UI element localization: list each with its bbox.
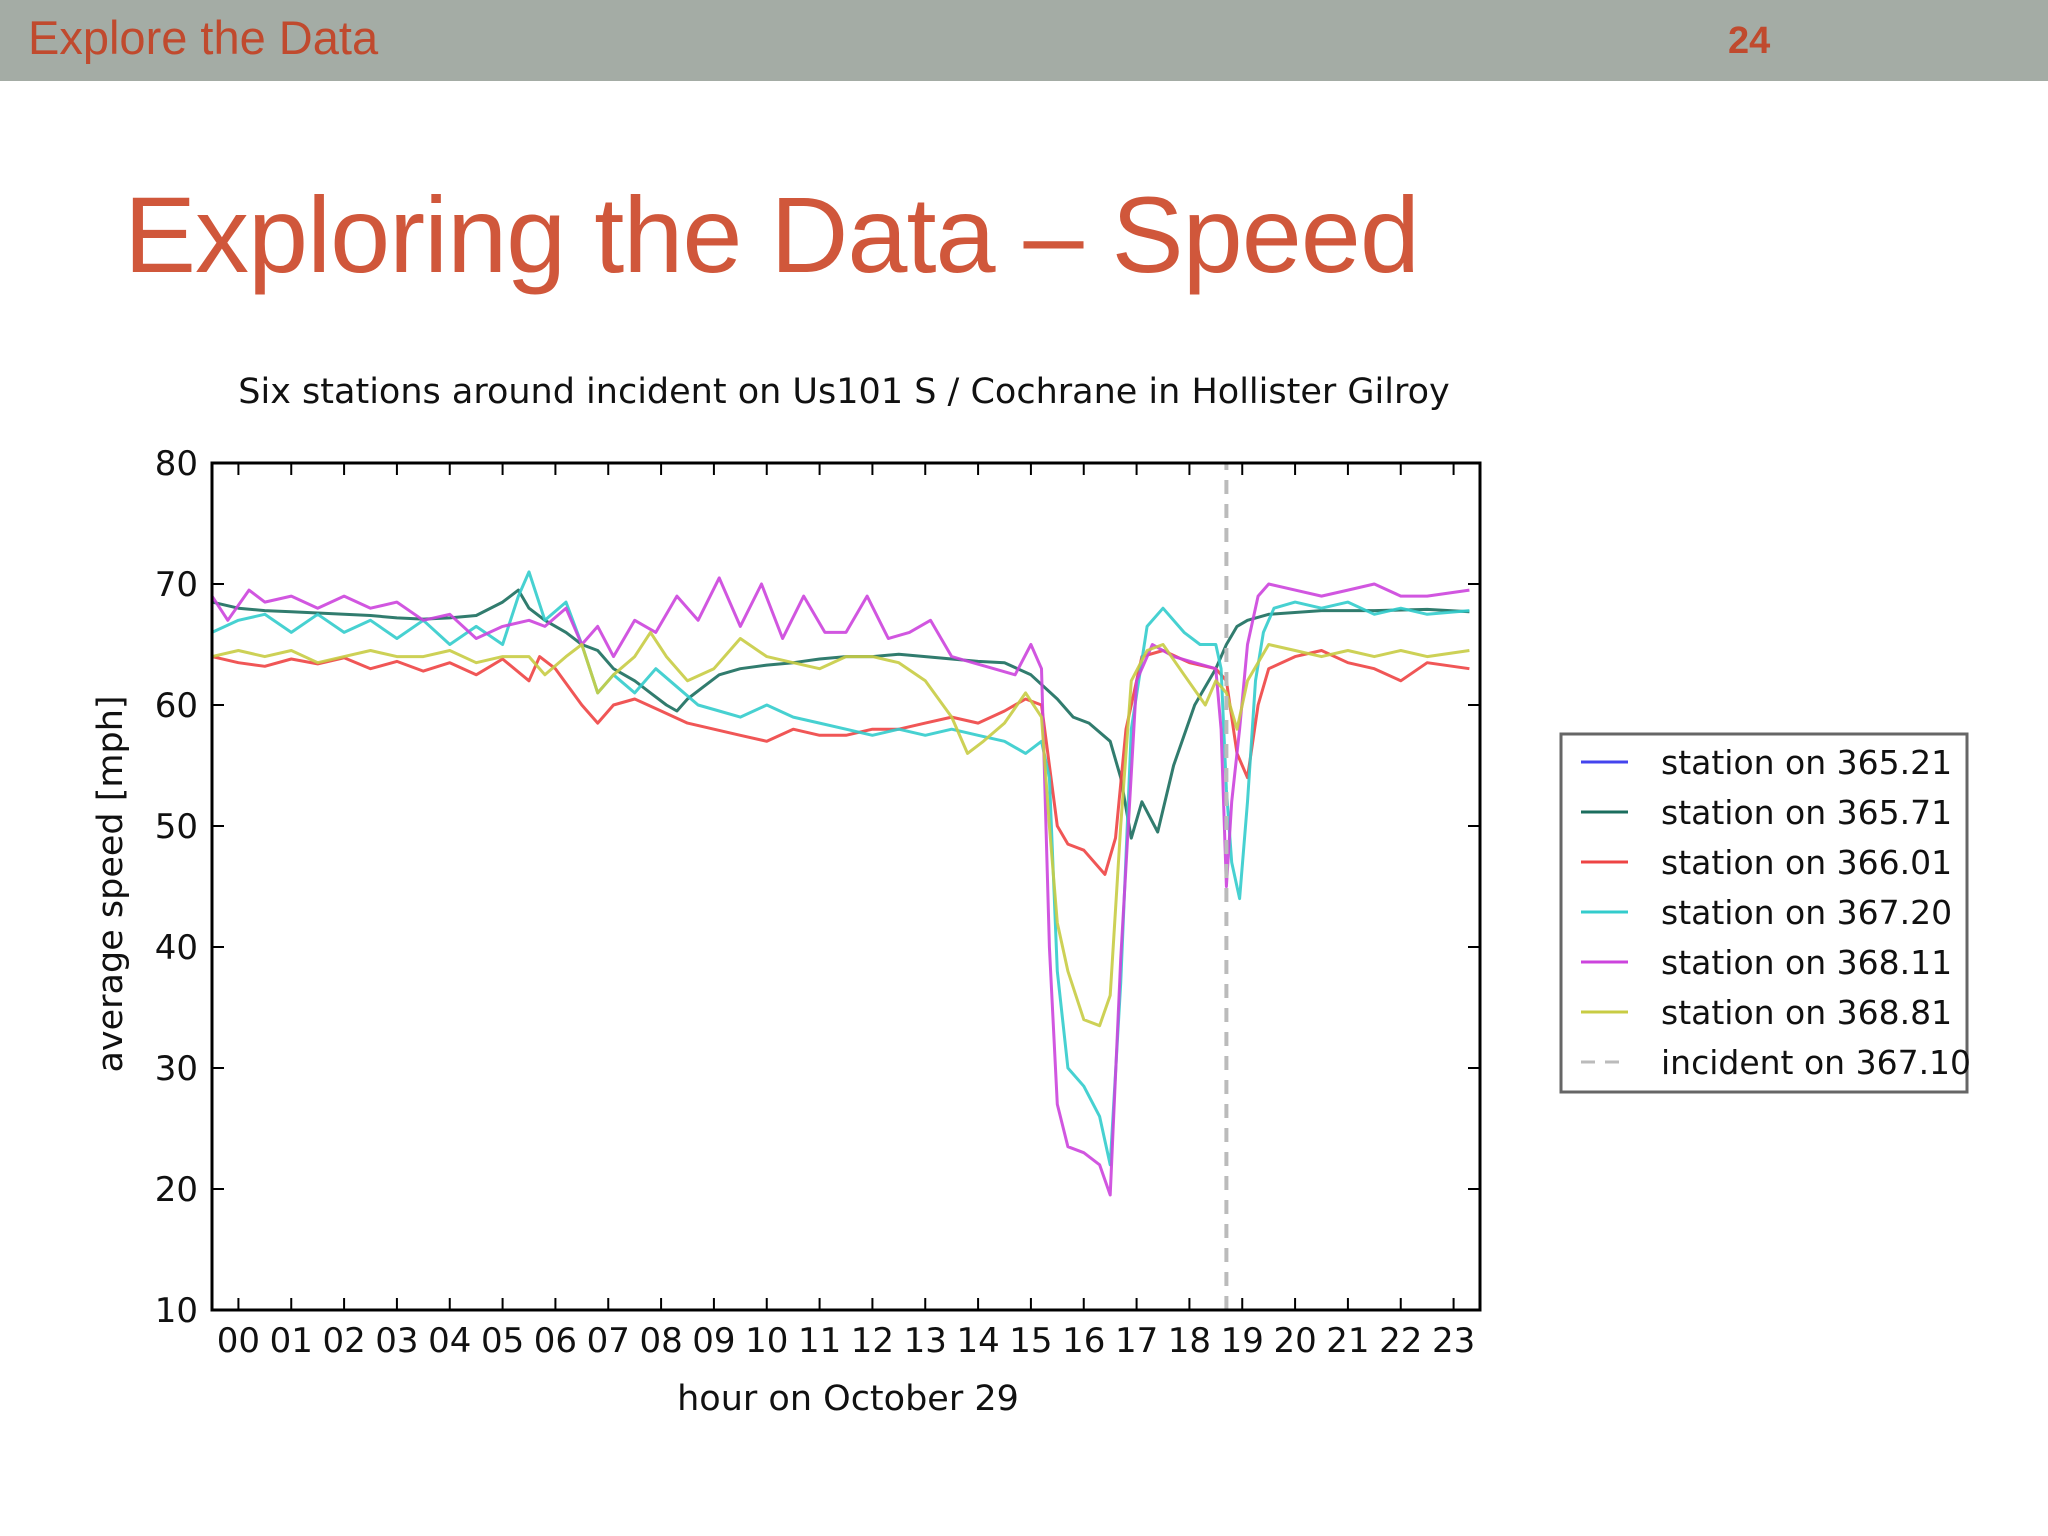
y-tick-label: 10 <box>155 1291 198 1331</box>
x-tick-label: 22 <box>1379 1321 1422 1361</box>
x-tick-label: 21 <box>1326 1321 1369 1361</box>
legend-label-5: station on 368.81 <box>1661 993 1952 1032</box>
x-tick-label: 13 <box>904 1321 947 1361</box>
x-tick-label: 14 <box>956 1321 999 1361</box>
legend-label-6: incident on 367.10 <box>1661 1043 1971 1082</box>
legend-label-0: station on 365.21 <box>1661 743 1952 782</box>
y-axis-label: average speed [mph] <box>91 695 131 1072</box>
x-tick-label: 16 <box>1062 1321 1105 1361</box>
x-tick-label: 12 <box>851 1321 894 1361</box>
chart-title: Six stations around incident on Us101 S … <box>238 372 1449 412</box>
legend: station on 365.21 station on 365.71 statio… <box>1559 732 1971 1094</box>
legend-label-4: station on 368.11 <box>1661 943 1952 982</box>
x-tick-label: 20 <box>1273 1321 1316 1361</box>
y-tick-label: 70 <box>155 565 198 605</box>
x-tick-label: 18 <box>1168 1321 1211 1361</box>
y-tick-label: 30 <box>155 1049 198 1089</box>
y-tick-label: 60 <box>155 686 198 726</box>
series-line-1 <box>211 588 1470 840</box>
x-tick-label: 09 <box>692 1321 735 1361</box>
x-tick-label: 02 <box>322 1321 365 1361</box>
x-tick-label: 06 <box>534 1321 577 1361</box>
x-tick-label: 11 <box>798 1321 841 1361</box>
page-number: 24 <box>1728 20 1771 62</box>
legend-box <box>1559 732 1969 1094</box>
legend-label-1: station on 365.71 <box>1661 793 1952 832</box>
plot-frame <box>210 461 1482 1312</box>
header-bar: Explore the Data 24 <box>0 0 2048 81</box>
y-tick-label: 20 <box>155 1170 198 1210</box>
legend-label-2: station on 366.01 <box>1661 843 1952 882</box>
series-line-2 <box>211 649 1470 876</box>
legend-label-3: station on 367.20 <box>1661 893 1952 932</box>
x-tick-label: 17 <box>1115 1321 1158 1361</box>
ticks-layer: 00 01 02 03 04 05 06 07 08 09 10 11 12 13 14 15 16 17 18 19… <box>155 444 1480 1361</box>
series-line-5 <box>211 630 1470 1028</box>
y-tick-label: 40 <box>155 928 198 968</box>
section-title: Explore the Data <box>28 11 379 64</box>
x-tick-label: 01 <box>270 1321 313 1361</box>
x-tick-label: 04 <box>428 1321 471 1361</box>
x-tick-label: 05 <box>481 1321 524 1361</box>
x-axis-label: hour on October 29 <box>677 1379 1019 1419</box>
y-tick-label: 80 <box>155 444 198 484</box>
x-tick-label: 07 <box>587 1321 630 1361</box>
slide-title: Exploring the Data – Speed <box>124 174 1420 295</box>
x-tick-label: 10 <box>745 1321 788 1361</box>
series-line-4 <box>210 576 1470 1197</box>
x-tick-label: 03 <box>375 1321 418 1361</box>
series-line-3 <box>211 570 1470 1167</box>
x-tick-label: 23 <box>1432 1321 1475 1361</box>
y-tick-label: 50 <box>155 807 198 847</box>
series-layer <box>210 463 1470 1310</box>
x-tick-label: 15 <box>1009 1321 1052 1361</box>
x-tick-label: 08 <box>639 1321 682 1361</box>
x-tick-label: 19 <box>1221 1321 1264 1361</box>
x-tick-label: 00 <box>217 1321 260 1361</box>
